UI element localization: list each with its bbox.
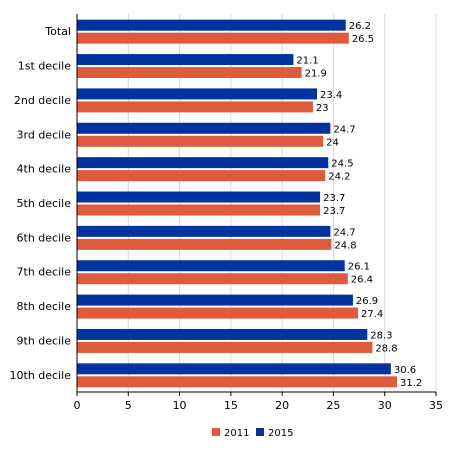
x-tick-label: 0 [74,399,81,412]
x-tick-label: 30 [378,399,392,412]
data-label-2015-6th-decile: 24.7 [333,227,355,238]
bar-2015-10th-decile [77,363,391,375]
category-label: 5th decile [17,197,72,210]
bar-2011-4th-decile [77,170,326,182]
data-label-2015-1st-decile: 21.1 [296,56,318,67]
legend-label-2015: 2015 [268,428,293,439]
x-tick-label: 10 [173,399,187,412]
bar-2015-4th-decile [77,157,329,169]
category-label: 1st decile [18,60,71,73]
bar-2015-2nd-decile [77,88,318,100]
category-label: 10th decile [10,369,72,382]
legend-label-2011: 2011 [224,428,249,439]
bars [77,19,398,388]
data-label-2011-8th-decile: 27.4 [361,309,383,320]
bar-2011-5th-decile [77,204,321,216]
data-label-2015-3rd-decile: 24.7 [333,124,355,135]
x-tick-label: 15 [224,399,238,412]
bar-2011-total [77,32,349,44]
bar-2015-5th-decile [77,191,321,203]
x-tick-label: 25 [326,399,340,412]
x-tick-label: 20 [275,399,289,412]
data-label-2011-4th-decile: 24.2 [328,172,350,183]
data-label-2015-8th-decile: 26.9 [356,296,378,307]
bar-2011-9th-decile [77,341,373,353]
data-label-2015-7th-decile: 26.1 [348,262,370,273]
data-label-2011-7th-decile: 26.4 [351,275,373,286]
x-tick-label: 5 [125,399,132,412]
data-label-2015-9th-decile: 28.3 [370,330,392,341]
data-label-2011-10th-decile: 31.2 [400,378,422,389]
bar-2011-2nd-decile [77,101,313,113]
category-label: 2nd decile [14,94,71,107]
bar-2015-6th-decile [77,225,331,237]
legend-swatch-2015 [256,428,264,436]
bar-2011-10th-decile [77,376,398,388]
category-label: 9th decile [17,334,72,347]
category-label: 6th decile [17,231,72,244]
data-label-2011-total: 26.5 [352,34,374,45]
bar-2015-3rd-decile [77,122,331,134]
data-label-2011-3rd-decile: 24 [326,137,339,148]
bar-2011-3rd-decile [77,135,324,147]
data-label-2011-1st-decile: 21.9 [305,69,327,80]
bar-2015-total [77,19,346,31]
data-label-2015-total: 26.2 [349,21,371,32]
bar-2011-8th-decile [77,307,359,319]
legend: 2011 2015 [212,428,293,439]
bar-2011-6th-decile [77,238,332,250]
data-label-2015-2nd-decile: 23.4 [320,90,342,101]
bar-2015-9th-decile [77,328,368,340]
legend-swatch-2011 [212,428,220,436]
category-label: 3rd decile [17,128,72,141]
bar-2015-1st-decile [77,54,294,66]
bar-2011-7th-decile [77,273,348,285]
data-label-2015-10th-decile: 30.6 [394,365,416,376]
category-label: Total [44,25,71,38]
data-label-2011-5th-decile: 23.7 [323,206,345,217]
axes: 0 5 10 15 20 25 30 35 [74,14,443,412]
bar-2015-7th-decile [77,260,345,272]
data-label-2015-5th-decile: 23.7 [323,193,345,204]
x-tick-label: 35 [429,399,443,412]
category-label: 8th decile [17,300,72,313]
data-label-2011-9th-decile: 28.8 [375,343,397,354]
data-labels: 26.2 26.5 21.1 21.9 23.4 23 24.7 24 24.5 24.2 23.7… [296,21,422,389]
category-labels: Total 1st decile 2nd decile 3rd decile 4th d… [10,25,72,382]
bar-2015-8th-decile [77,294,353,306]
bar-2011-1st-decile [77,67,302,79]
data-label-2015-4th-decile: 24.5 [331,159,353,170]
category-label: 4th decile [17,163,72,176]
category-label: 7th decile [17,266,72,279]
data-label-2011-2nd-decile: 23 [316,103,329,114]
data-label-2011-6th-decile: 24.8 [334,240,356,251]
